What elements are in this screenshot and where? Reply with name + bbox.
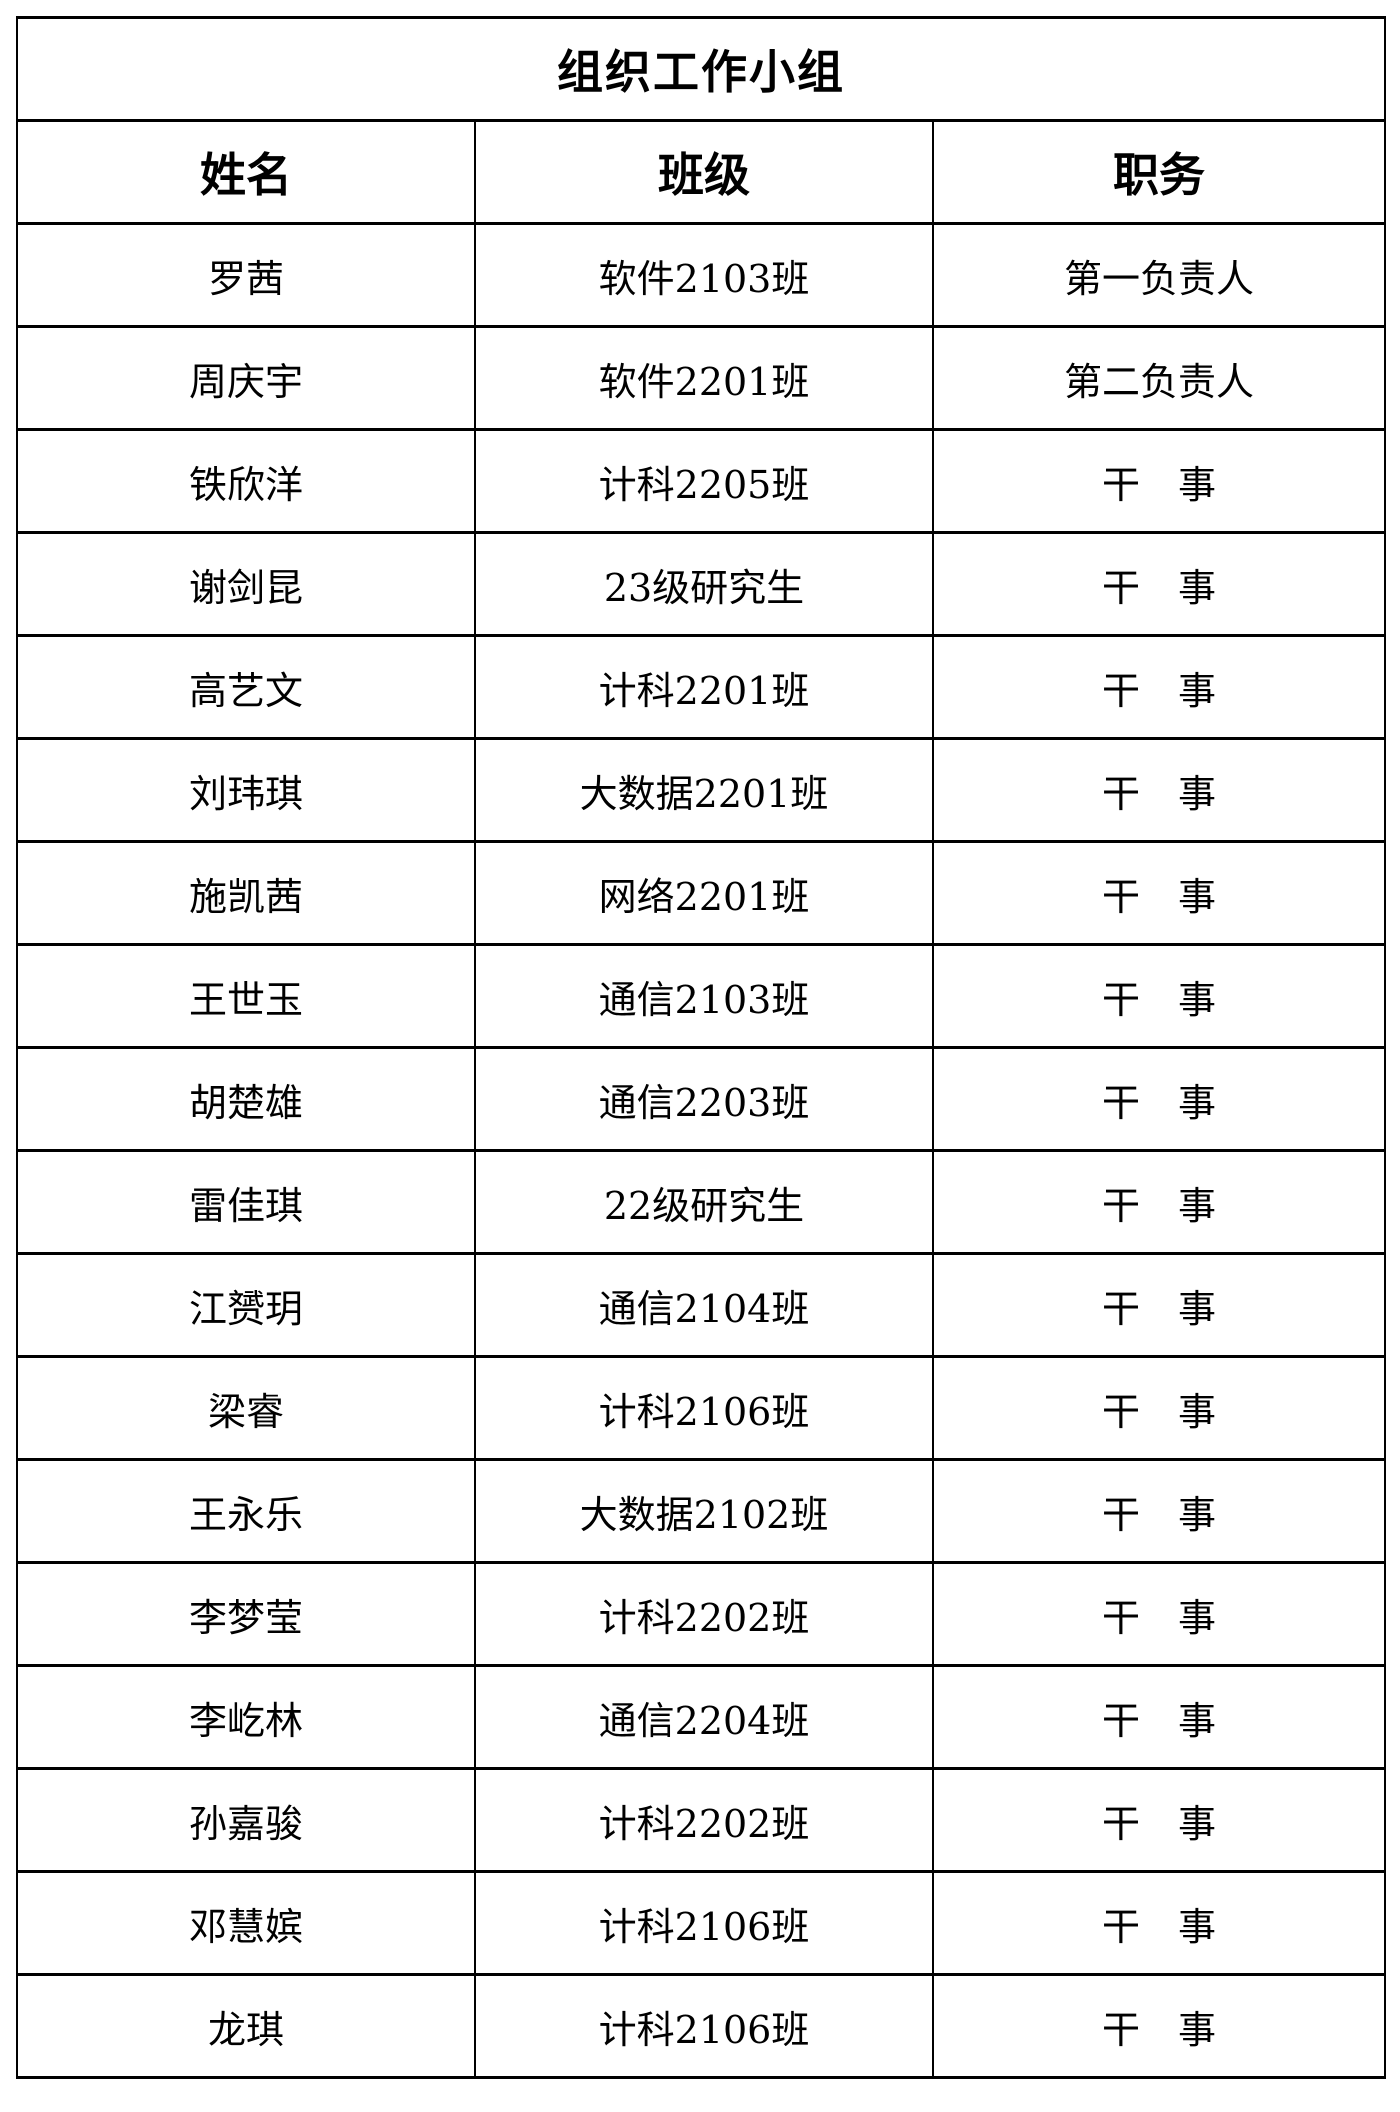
name-cell: 雷佳琪 [16, 1149, 476, 1255]
table-title: 组织工作小组 [16, 16, 1386, 122]
name-cell: 高艺文 [16, 634, 476, 740]
class-cell: 网络2201班 [474, 840, 934, 946]
class-cell: 计科2205班 [474, 428, 934, 534]
name-cell: 邓慧嫔 [16, 1870, 476, 1976]
table-row: 雷佳琪 22级研究生干 事 [16, 1149, 1386, 1255]
table-row: 铁欣洋 计科2205班干 事 [16, 428, 1386, 534]
header-name: 姓名 [16, 119, 476, 225]
role-cell: 干 事 [932, 943, 1386, 1049]
role-cell: 干 事 [932, 428, 1386, 534]
name-cell: 罗茜 [16, 222, 476, 328]
table-row: 周庆宇 软件2201班 第二负责人 [16, 325, 1386, 431]
table-row: 王永乐 大数据2102班干 事 [16, 1458, 1386, 1564]
table-row: 王世玉 通信2103班干 事 [16, 943, 1386, 1049]
role-cell: 干 事 [932, 1561, 1386, 1667]
name-cell: 王世玉 [16, 943, 476, 1049]
name-cell: 江赟玥 [16, 1252, 476, 1358]
role-cell: 干 事 [932, 1870, 1386, 1976]
name-cell: 胡楚雄 [16, 1046, 476, 1152]
table-row: 李梦莹 计科2202班干 事 [16, 1561, 1386, 1667]
class-cell: 通信2104班 [474, 1252, 934, 1358]
name-cell: 李梦莹 [16, 1561, 476, 1667]
role-cell: 干 事 [932, 1973, 1386, 2079]
name-cell: 孙嘉骏 [16, 1767, 476, 1873]
role-cell: 干 事 [932, 1664, 1386, 1770]
table-row: 梁睿 计科2106班干 事 [16, 1355, 1386, 1461]
role-cell: 干 事 [932, 1767, 1386, 1873]
name-cell: 王永乐 [16, 1458, 476, 1564]
class-cell: 计科2202班 [474, 1561, 934, 1667]
header-class: 班级 [474, 119, 934, 225]
table-row: 孙嘉骏 计科2202班干 事 [16, 1767, 1386, 1873]
class-cell: 通信2204班 [474, 1664, 934, 1770]
class-cell: 大数据2201班 [474, 737, 934, 843]
class-cell: 大数据2102班 [474, 1458, 934, 1564]
class-cell: 22级研究生 [474, 1149, 934, 1255]
role-cell: 干 事 [932, 1149, 1386, 1255]
role-cell: 干 事 [932, 1252, 1386, 1358]
class-cell: 计科2106班 [474, 1870, 934, 1976]
class-cell: 23级研究生 [474, 531, 934, 637]
role-cell: 干 事 [932, 634, 1386, 740]
header-role: 职务 [932, 119, 1386, 225]
name-cell: 刘玮琪 [16, 737, 476, 843]
name-cell: 谢剑昆 [16, 531, 476, 637]
class-cell: 计科2202班 [474, 1767, 934, 1873]
role-cell: 干 事 [932, 737, 1386, 843]
name-cell: 铁欣洋 [16, 428, 476, 534]
table-row: 谢剑昆 23级研究生干 事 [16, 531, 1386, 637]
class-cell: 计科2201班 [474, 634, 934, 740]
name-cell: 周庆宇 [16, 325, 476, 431]
name-cell: 龙琪 [16, 1973, 476, 2079]
role-cell: 干 事 [932, 1355, 1386, 1461]
table-row: 刘玮琪 大数据2201班干 事 [16, 737, 1386, 843]
table-row: 高艺文 计科2201班干 事 [16, 634, 1386, 740]
table-row: 施凯茜 网络2201班干 事 [16, 840, 1386, 946]
table-row: 李屹林 通信2204班干 事 [16, 1664, 1386, 1770]
name-cell: 梁睿 [16, 1355, 476, 1461]
role-cell: 干 事 [932, 840, 1386, 946]
role-cell: 第一负责人 [932, 222, 1386, 328]
class-cell: 通信2103班 [474, 943, 934, 1049]
class-cell: 计科2106班 [474, 1973, 934, 2079]
role-cell: 第二负责人 [932, 325, 1386, 431]
class-cell: 软件2201班 [474, 325, 934, 431]
name-cell: 施凯茜 [16, 840, 476, 946]
role-cell: 干 事 [932, 1458, 1386, 1564]
name-cell: 李屹林 [16, 1664, 476, 1770]
table-row: 龙琪 计科2106班干 事 [16, 1973, 1386, 2079]
class-cell: 通信2203班 [474, 1046, 934, 1152]
table-row: 胡楚雄 通信2203班干 事 [16, 1046, 1386, 1152]
table-row: 江赟玥 通信2104班干 事 [16, 1252, 1386, 1358]
role-cell: 干 事 [932, 1046, 1386, 1152]
work-group-table: 组织工作小组 姓名 班级 职务 罗茜 软件2103班 第一负责人 周庆宇 软件2201班… [16, 16, 1386, 2079]
table-row: 罗茜 软件2103班 第一负责人 [16, 222, 1386, 328]
table-row: 邓慧嫔 计科2106班干 事 [16, 1870, 1386, 1976]
class-cell: 计科2106班 [474, 1355, 934, 1461]
class-cell: 软件2103班 [474, 222, 934, 328]
role-cell: 干 事 [932, 531, 1386, 637]
